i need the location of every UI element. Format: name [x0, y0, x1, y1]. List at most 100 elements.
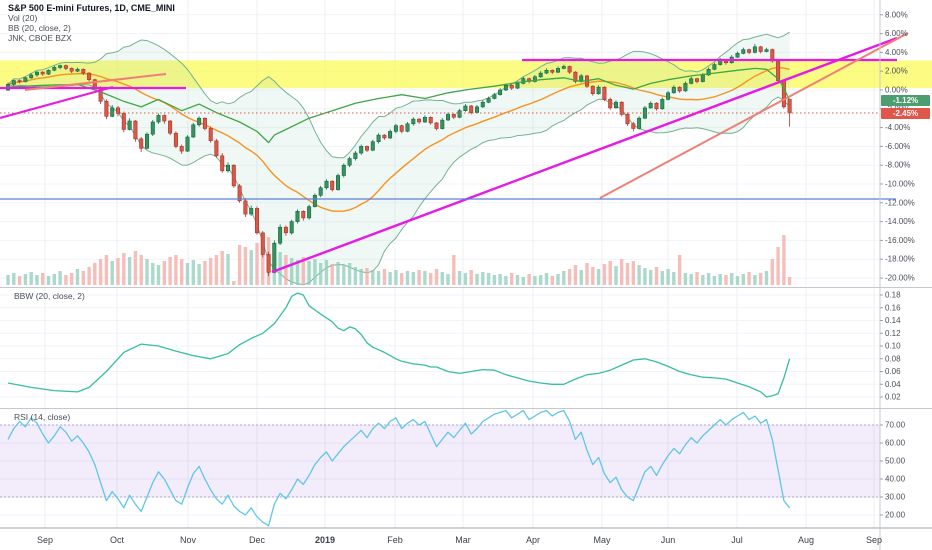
- legend-item-bbw[interactable]: BBW (20, close, 2): [14, 291, 85, 301]
- magenta-diagonal-left[interactable]: [0, 85, 114, 120]
- rsi-line[interactable]: [7, 409, 791, 527]
- volume-bar: [446, 274, 450, 285]
- candle: [480, 101, 485, 108]
- candle: [544, 70, 549, 74]
- volume-bar: [168, 257, 172, 285]
- candle: [278, 226, 283, 244]
- candle: [150, 121, 155, 135]
- volume-bar: [463, 273, 468, 285]
- volume-bar: [631, 261, 635, 285]
- candle: [445, 114, 450, 121]
- volume-bar: [591, 267, 595, 285]
- volume-bar: [382, 269, 387, 285]
- volume-bar: [452, 255, 456, 285]
- candle: [428, 117, 433, 124]
- svg-text:0.06: 0.06: [885, 367, 901, 376]
- candle: [243, 200, 248, 215]
- candle: [376, 134, 381, 143]
- candle: [208, 128, 213, 141]
- trendline-drawings[interactable]: [0, 32, 909, 274]
- volume-bar: [486, 273, 491, 285]
- volume-bar: [625, 263, 630, 285]
- volume-bar: [423, 271, 427, 285]
- candle: [283, 226, 288, 234]
- bbw-line[interactable]: [7, 292, 791, 398]
- volume-bar: [706, 273, 711, 285]
- candle: [382, 134, 387, 139]
- svg-text:Jul: Jul: [731, 535, 743, 545]
- volume-bar: [376, 271, 381, 285]
- rsi-band: [0, 424, 880, 498]
- volume-bar: [741, 274, 745, 285]
- volume-bar: [498, 274, 502, 285]
- price-axis[interactable]: [880, 0, 932, 528]
- candle: [341, 164, 346, 176]
- volume-bar: [521, 277, 525, 285]
- volume-bar: [533, 276, 537, 285]
- candle: [694, 78, 699, 82]
- volume-bar: [388, 272, 392, 285]
- svg-text:0.18: 0.18: [885, 291, 901, 300]
- candle: [272, 242, 277, 273]
- candle: [492, 94, 497, 99]
- svg-text:-4.00%: -4.00%: [885, 123, 910, 132]
- volume-bar: [469, 270, 473, 285]
- volume-bar: [782, 235, 786, 285]
- time-axis-labels[interactable]: Sep Oct Nov Dec 2019 Feb Mar Apr May Jun Jul Aug Sep: [37, 535, 882, 545]
- candle: [677, 86, 682, 92]
- legend-item-rsi[interactable]: RSI (14, close): [14, 412, 71, 422]
- volume-bar: [46, 276, 51, 285]
- candle: [185, 136, 190, 152]
- candle: [608, 99, 613, 109]
- svg-text:6.00%: 6.00%: [885, 29, 908, 38]
- volume-bar: [6, 275, 10, 285]
- candle: [63, 65, 68, 69]
- volume-bar: [620, 259, 624, 285]
- candle: [434, 122, 439, 129]
- candles-layer[interactable]: [6, 43, 792, 277]
- jnk-overlay-line[interactable]: [7, 67, 791, 144]
- volume-bar: [70, 273, 74, 285]
- candle: [330, 180, 335, 190]
- volume-bar: [122, 253, 126, 285]
- volume-bar: [145, 259, 149, 285]
- volume-bar: [295, 260, 300, 285]
- volume-bar: [764, 271, 769, 285]
- volume-bar: [17, 276, 22, 285]
- svg-text:Feb: Feb: [387, 535, 403, 545]
- volume-bar: [353, 267, 358, 285]
- time-axis[interactable]: [0, 528, 880, 550]
- candle: [700, 74, 705, 82]
- volume-bar: [643, 268, 647, 285]
- volume-bar: [677, 255, 682, 285]
- volume-bar: [191, 260, 195, 285]
- svg-text:Aug: Aug: [798, 535, 814, 545]
- candle: [469, 105, 474, 113]
- candle: [451, 114, 456, 118]
- candle: [58, 65, 63, 68]
- svg-text:2019: 2019: [315, 535, 335, 545]
- candle: [393, 125, 398, 132]
- svg-text:-16.00%: -16.00%: [885, 236, 915, 245]
- candle: [231, 164, 236, 187]
- candle: [411, 118, 416, 125]
- salmon-diagonal-left[interactable]: [24, 73, 167, 91]
- candle: [17, 80, 22, 82]
- volume-bar: [371, 270, 375, 285]
- volume-bar: [689, 274, 693, 285]
- volume-bar: [23, 274, 28, 285]
- candle: [237, 185, 242, 202]
- gridlines: [0, 0, 880, 528]
- volume-bar: [307, 261, 311, 285]
- salmon-diagonal-right[interactable]: [599, 32, 909, 199]
- candle: [683, 83, 688, 92]
- candle: [110, 107, 115, 117]
- volume-bar: [747, 272, 751, 285]
- candle: [532, 76, 537, 82]
- candle: [561, 66, 566, 69]
- svg-text:Sep: Sep: [866, 535, 882, 545]
- magenta-diagonal-long[interactable]: [271, 36, 898, 274]
- volume-bar: [405, 271, 410, 285]
